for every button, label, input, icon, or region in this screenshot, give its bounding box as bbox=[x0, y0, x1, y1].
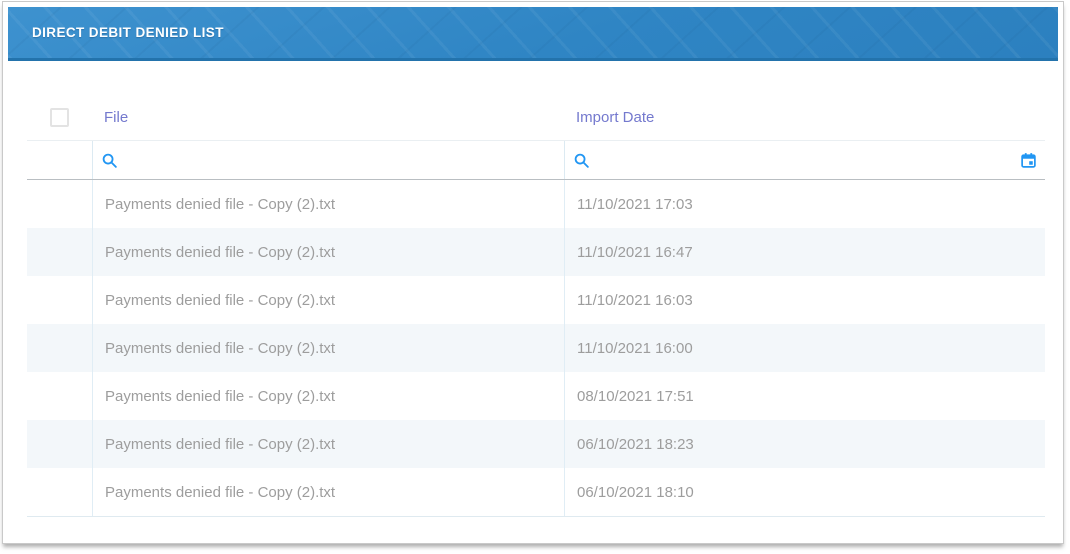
import-date-column-header[interactable]: Import Date bbox=[576, 108, 655, 126]
table-row[interactable]: Payments denied file - Copy (2).txt 11/1… bbox=[27, 324, 1045, 372]
table-header-row: File Import Date bbox=[27, 94, 1045, 140]
file-name: Payments denied file - Copy (2).txt bbox=[105, 195, 336, 213]
file-name: Payments denied file - Copy (2).txt bbox=[105, 291, 336, 309]
file-name: Payments denied file - Copy (2).txt bbox=[105, 339, 336, 357]
file-cell: Payments denied file - Copy (2).txt bbox=[92, 276, 564, 324]
select-all-checkbox[interactable] bbox=[50, 107, 69, 127]
file-name: Payments denied file - Copy (2).txt bbox=[105, 243, 336, 261]
import-date-value: 06/10/2021 18:23 bbox=[577, 435, 694, 453]
file-name: Payments denied file - Copy (2).txt bbox=[105, 435, 336, 453]
direct-debit-denied-panel: DIRECT DEBIT DENIED LIST File Import Dat… bbox=[2, 1, 1064, 544]
import-date-value: 11/10/2021 16:03 bbox=[577, 291, 693, 309]
row-select-cell bbox=[27, 372, 92, 420]
table-row[interactable]: Payments denied file - Copy (2).txt 11/1… bbox=[27, 228, 1045, 276]
calendar-icon[interactable] bbox=[1020, 152, 1037, 169]
table-row[interactable]: Payments denied file - Copy (2).txt 06/1… bbox=[27, 420, 1045, 468]
filter-select-spacer bbox=[27, 141, 92, 179]
select-all-cell bbox=[27, 107, 92, 127]
table-row[interactable]: Payments denied file - Copy (2).txt 08/1… bbox=[27, 372, 1045, 420]
import-date-filter-cell bbox=[564, 141, 1045, 179]
search-icon bbox=[101, 152, 118, 169]
file-name: Payments denied file - Copy (2).txt bbox=[105, 387, 336, 405]
row-select-cell bbox=[27, 180, 92, 228]
denied-files-table: File Import Date bbox=[27, 94, 1045, 517]
import-date-value: 11/10/2021 16:00 bbox=[577, 339, 693, 357]
file-filter-cell bbox=[92, 141, 564, 179]
import-date-cell: 08/10/2021 17:51 bbox=[564, 372, 1045, 420]
import-date-cell: 11/10/2021 16:00 bbox=[564, 324, 1045, 372]
row-select-cell bbox=[27, 324, 92, 372]
import-date-cell: 11/10/2021 16:47 bbox=[564, 228, 1045, 276]
import-date-value: 06/10/2021 18:10 bbox=[577, 483, 694, 501]
import-date-value: 11/10/2021 17:03 bbox=[577, 195, 693, 213]
import-date-column-header-cell: Import Date bbox=[564, 109, 1045, 126]
table-row[interactable]: Payments denied file - Copy (2).txt 11/1… bbox=[27, 180, 1045, 228]
import-date-filter-input[interactable] bbox=[590, 141, 1020, 179]
panel-header: DIRECT DEBIT DENIED LIST bbox=[8, 7, 1058, 61]
table-filter-row bbox=[27, 140, 1045, 180]
import-date-cell: 06/10/2021 18:23 bbox=[564, 420, 1045, 468]
file-cell: Payments denied file - Copy (2).txt bbox=[92, 324, 564, 372]
import-date-value: 11/10/2021 16:47 bbox=[577, 243, 693, 261]
import-date-value: 08/10/2021 17:51 bbox=[577, 387, 694, 405]
file-name: Payments denied file - Copy (2).txt bbox=[105, 483, 336, 501]
import-date-cell: 11/10/2021 17:03 bbox=[564, 180, 1045, 228]
file-cell: Payments denied file - Copy (2).txt bbox=[92, 420, 564, 468]
file-cell: Payments denied file - Copy (2).txt bbox=[92, 372, 564, 420]
file-column-header-cell: File bbox=[92, 109, 564, 126]
page-title: DIRECT DEBIT DENIED LIST bbox=[32, 25, 224, 40]
search-icon bbox=[573, 152, 590, 169]
row-select-cell bbox=[27, 228, 92, 276]
row-select-cell bbox=[27, 276, 92, 324]
file-cell: Payments denied file - Copy (2).txt bbox=[92, 468, 564, 516]
import-date-cell: 11/10/2021 16:03 bbox=[564, 276, 1045, 324]
file-filter-input[interactable] bbox=[118, 141, 564, 179]
table-body: Payments denied file - Copy (2).txt 11/1… bbox=[27, 180, 1045, 517]
table-row[interactable]: Payments denied file - Copy (2).txt 11/1… bbox=[27, 276, 1045, 324]
import-date-cell: 06/10/2021 18:10 bbox=[564, 468, 1045, 516]
row-select-cell bbox=[27, 468, 92, 516]
row-select-cell bbox=[27, 420, 92, 468]
file-cell: Payments denied file - Copy (2).txt bbox=[92, 228, 564, 276]
file-cell: Payments denied file - Copy (2).txt bbox=[92, 180, 564, 228]
file-column-header[interactable]: File bbox=[104, 108, 129, 126]
table-row[interactable]: Payments denied file - Copy (2).txt 06/1… bbox=[27, 468, 1045, 516]
